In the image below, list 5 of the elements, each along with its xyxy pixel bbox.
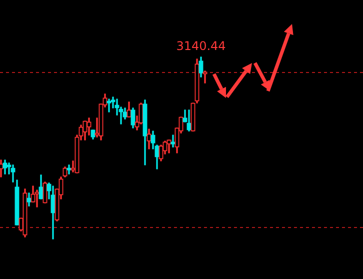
candlestick: [106, 98, 112, 112]
candlestick: [34, 190, 40, 208]
text: 3140.44: [176, 39, 226, 54]
candlestick: [202, 70, 208, 84]
candlestick: [170, 134, 176, 148]
